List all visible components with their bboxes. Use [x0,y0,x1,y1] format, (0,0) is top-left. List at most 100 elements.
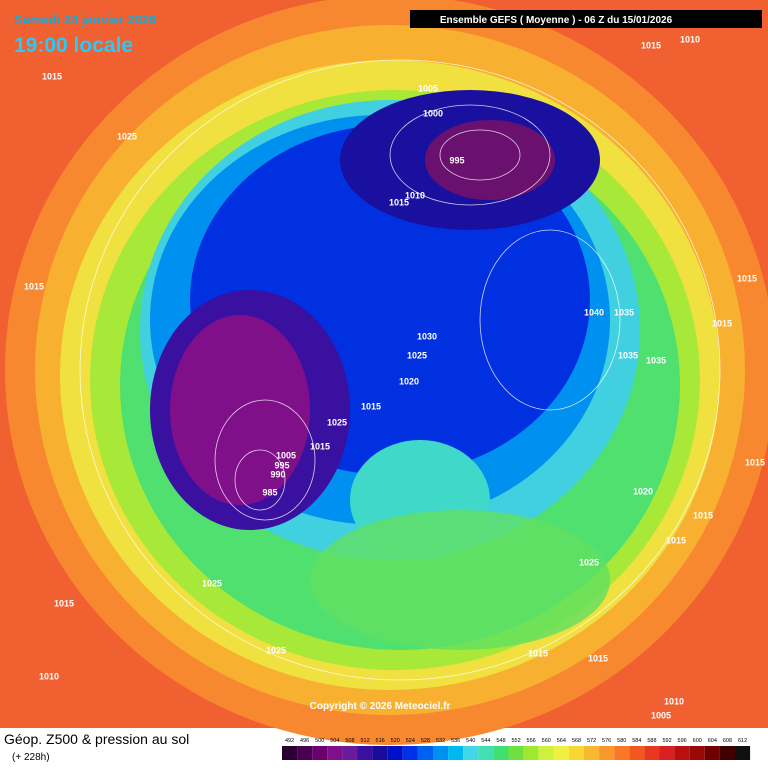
legend-swatch [553,746,569,760]
legend-swatch [402,746,418,760]
legend-label: 596 [678,738,687,744]
legend-swatch [433,746,449,760]
legend-swatch [629,746,645,760]
legend-swatch [704,746,720,760]
isobar-label: 1005 [276,450,296,460]
legend-swatch [538,746,554,760]
legend-swatch [493,746,509,760]
isobar-label: 1010 [664,696,684,706]
legend-label: 504 [330,738,339,744]
legend-label: 568 [572,738,581,744]
isobar-label: 995 [274,460,289,470]
isobar-label: 1025 [579,557,599,567]
isobar-label: 1040 [584,307,604,317]
isobar-label: 1035 [614,307,634,317]
legend-swatch [448,746,464,760]
legend-swatch [463,746,479,760]
legend-label: 508 [345,738,354,744]
legend-swatch [689,746,705,760]
legend-swatch [719,746,735,760]
isobar-label: 1005 [418,83,438,93]
legend-swatch [599,746,615,760]
isobar-label: 1035 [618,350,638,360]
lead-time: (+ 228h) [12,752,50,763]
legend-label: 520 [391,738,400,744]
isobar-label: 1015 [42,71,62,81]
legend-swatch [282,746,298,760]
isobar-label: 1010 [405,190,425,200]
legend-label: 516 [376,738,385,744]
legend-swatch [584,746,600,760]
isobar-label: 1015 [54,598,74,608]
legend-label: 524 [406,738,415,744]
isobar-label: 1015 [528,648,548,658]
run-info: Ensemble GEFS ( Moyenne ) - 06 Z du 15/0… [440,15,673,26]
legend-swatch [387,746,403,760]
legend-swatch [735,746,751,760]
legend-label: 604 [708,738,717,744]
isobar-label: 1005 [651,710,671,720]
isobar-label: 1015 [310,441,330,451]
isobar-label: 1030 [417,331,437,341]
date: Samedi 24 janvier 2026 [14,12,156,27]
legend-label: 608 [723,738,732,744]
legend-swatch [297,746,313,760]
map [0,0,768,745]
isobar-label: 1025 [327,417,347,427]
isobar-label: 1015 [693,510,713,520]
legend-label: 584 [632,738,641,744]
legend-label: 548 [496,738,505,744]
legend-label: 600 [693,738,702,744]
legend-swatch [508,746,524,760]
legend-swatch [478,746,494,760]
legend-label: 572 [587,738,596,744]
legend-label: 528 [421,738,430,744]
isobar-label: 1015 [712,318,732,328]
isobar-label: 1000 [423,108,443,118]
isobar-label: 990 [270,469,285,479]
legend-label: 576 [602,738,611,744]
legend-label: 544 [481,738,490,744]
isobar-label: 1025 [266,645,286,655]
legend-swatch [372,746,388,760]
legend-label: 588 [647,738,656,744]
isobar-label: 1035 [646,355,666,365]
legend-label: 512 [360,738,369,744]
legend-label: 552 [511,738,520,744]
legend-swatch [312,746,328,760]
isobar-label: 1015 [737,273,757,283]
legend-label: 592 [662,738,671,744]
legend-swatch [644,746,660,760]
legend-swatch [568,746,584,760]
legend-swatch [659,746,675,760]
isobar-label: 1015 [745,457,765,467]
isobar-label: 1015 [24,281,44,291]
legend-swatch [327,746,343,760]
legend-label: 612 [738,738,747,744]
isobar-label: 995 [449,155,464,165]
run-bar [410,10,762,28]
legend-label: 496 [300,738,309,744]
legend-swatch [523,746,539,760]
time: 19:00 locale [14,34,133,57]
isobar-label: 1015 [389,197,409,207]
legend-label: 564 [557,738,566,744]
isobar-label: 1020 [399,376,419,386]
isobar-label: 1015 [641,40,661,50]
isobar-label: 1025 [202,578,222,588]
legend-swatch [614,746,630,760]
legend-label: 536 [451,738,460,744]
isobar-label: 1025 [407,350,427,360]
isobar-label: 1010 [680,34,700,44]
isobar-label: 1010 [39,671,59,681]
isobar-label: 1015 [588,653,608,663]
legend-label: 560 [542,738,551,744]
isobar-label: 1020 [633,486,653,496]
legend-label: 540 [466,738,475,744]
legend-label: 500 [315,738,324,744]
legend-swatch [674,746,690,760]
legend-label: 580 [617,738,626,744]
isobar-label: 1015 [666,535,686,545]
legend-swatch [357,746,373,760]
